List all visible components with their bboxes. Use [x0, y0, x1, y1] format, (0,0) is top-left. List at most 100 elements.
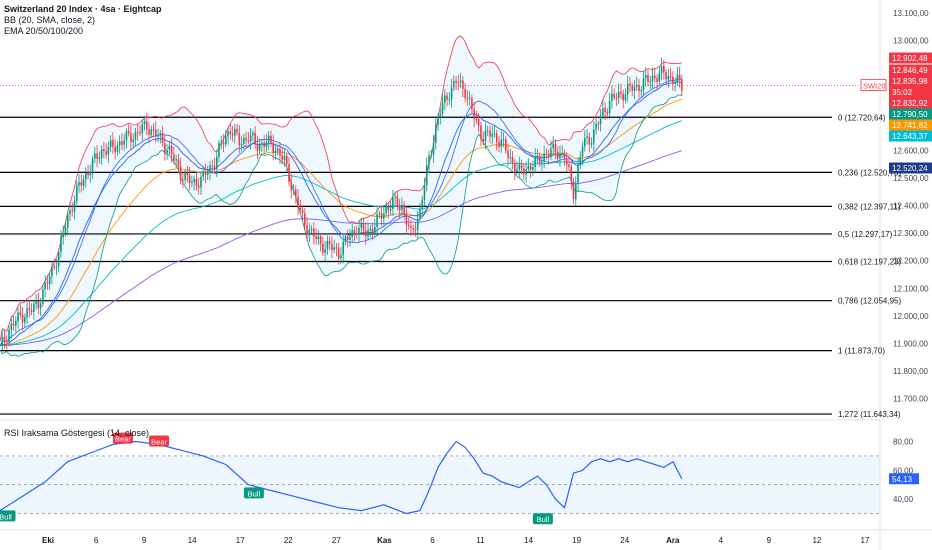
price-marker-label: 12.520,24	[892, 164, 928, 173]
fib-level-label: 0,786 (12.054,95)	[838, 297, 901, 306]
candle-body	[516, 169, 518, 173]
candle-body	[644, 75, 647, 79]
candle-body	[584, 137, 586, 147]
candle-body	[369, 228, 372, 231]
candle-body	[270, 135, 272, 143]
candle-body	[328, 240, 331, 245]
candle-body	[572, 181, 575, 200]
x-tick-label: 27	[332, 536, 341, 545]
candle-body	[547, 154, 550, 157]
rsi-value-box	[889, 473, 919, 485]
candle-body	[462, 80, 464, 89]
candle-body	[112, 140, 114, 147]
candle-body	[64, 227, 67, 234]
candle-body	[416, 218, 419, 231]
y-tick-label: 13.100,00	[893, 9, 929, 18]
candle-body	[21, 314, 24, 323]
candle-body	[367, 230, 369, 237]
candle-body	[559, 153, 561, 159]
candle-body	[599, 115, 602, 124]
candle-body	[209, 165, 211, 174]
y-tick-label: 12.600,00	[893, 147, 929, 156]
candle-body	[234, 128, 236, 136]
candle-body	[371, 228, 374, 234]
candle-body	[441, 102, 444, 114]
candle-body	[538, 155, 541, 164]
candle-body	[624, 94, 627, 101]
candle-body	[211, 165, 214, 167]
divergence-marker	[149, 435, 170, 447]
candle-body	[631, 85, 634, 91]
candle-body	[202, 171, 205, 177]
candle-body	[471, 97, 473, 109]
candle-body	[80, 182, 83, 186]
candle-body	[380, 213, 383, 219]
candle-body	[453, 80, 455, 88]
fib-level-label: 0,5 (12.297,17)	[838, 230, 893, 239]
candle-body	[491, 134, 494, 137]
candle-body	[48, 276, 51, 284]
y-tick-label: 11.800,00	[893, 367, 929, 376]
candle-body	[132, 139, 135, 143]
candle-body	[184, 172, 186, 180]
candle-body	[663, 65, 665, 73]
candle-body	[504, 139, 507, 151]
candle-body	[285, 155, 288, 165]
rsi-tick-label: 60,00	[893, 466, 914, 475]
price-marker-box	[889, 108, 932, 120]
candle-body	[267, 135, 270, 142]
candle-body	[638, 85, 640, 92]
candle-body	[294, 189, 297, 197]
candle-body	[168, 145, 171, 150]
candle-body	[317, 236, 320, 239]
candle-body	[170, 145, 173, 155]
candle-body	[658, 73, 661, 82]
candle-body	[448, 99, 451, 101]
candle-body	[602, 108, 604, 116]
x-tick-label: 17	[861, 536, 870, 545]
candle-body	[405, 213, 408, 225]
candle-body	[676, 74, 679, 82]
rsi-tick-label: 40,00	[893, 495, 914, 504]
candle-body	[290, 182, 293, 191]
candle-body	[439, 113, 442, 117]
candle-body	[387, 207, 390, 211]
candle-body	[177, 159, 180, 166]
candle-body	[274, 150, 277, 153]
candle-body	[574, 183, 577, 200]
candle-body	[39, 303, 42, 308]
candle-body	[672, 76, 674, 84]
candle-body	[430, 154, 433, 156]
candle-body	[116, 145, 119, 152]
candle-body	[579, 156, 582, 166]
candle-body	[446, 95, 448, 100]
candle-body	[155, 129, 157, 137]
ema-20-line	[0, 81, 683, 347]
y-tick-label: 12.100,00	[893, 284, 929, 293]
candle-body	[674, 81, 676, 84]
candle-body	[410, 226, 412, 228]
candle-body	[150, 129, 153, 135]
y-tick-label: 12.300,00	[893, 229, 929, 238]
candle-body	[191, 182, 193, 184]
candle-body	[161, 133, 164, 143]
candle-body	[173, 154, 175, 161]
candle-body	[466, 98, 469, 100]
y-tick-label: 12.500,00	[893, 174, 929, 183]
price-marker-label: 12.835,98	[892, 77, 928, 86]
rsi-tick-label: 80,00	[893, 438, 914, 447]
divergence-label: Bear	[115, 435, 131, 444]
candle-body	[667, 76, 670, 80]
candle-body	[69, 210, 71, 215]
candle-body	[326, 240, 329, 250]
candle-body	[66, 214, 69, 228]
candle-body	[611, 93, 613, 101]
candle-body	[428, 155, 430, 166]
x-tick-label: 14	[524, 536, 533, 545]
candle-body	[98, 157, 101, 160]
bb-fill	[0, 36, 682, 357]
candle-body	[640, 89, 643, 92]
candle-body	[87, 172, 89, 176]
candle-body	[324, 249, 326, 253]
